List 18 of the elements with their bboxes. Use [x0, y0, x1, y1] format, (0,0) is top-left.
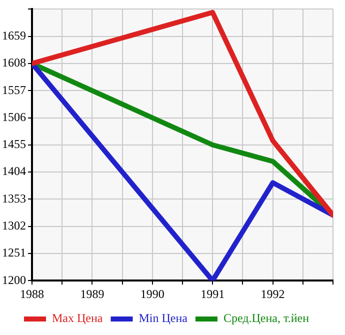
- y-tick-label: 1506: [2, 110, 26, 124]
- y-tick-label: 1557: [2, 82, 26, 97]
- y-tick-label: 1251: [2, 246, 26, 260]
- legend-label: Сред.Цена, т.йен: [223, 311, 310, 326]
- x-tick-label: 1989: [80, 286, 104, 301]
- y-tick-label: 1302: [2, 218, 26, 232]
- legend-label: Min Цена: [138, 311, 188, 326]
- y-tick-label: 1608: [2, 56, 26, 70]
- y-tick-label: 1200: [2, 272, 26, 287]
- y-tick-label: 1455: [2, 137, 26, 152]
- y-tick-label: 1353: [2, 191, 26, 206]
- legend-label: Max Цена: [52, 311, 104, 326]
- y-tick-label: 1659: [2, 28, 26, 42]
- x-tick-label: 1990: [140, 286, 164, 301]
- x-tick-label: 1992: [260, 286, 285, 301]
- y-tick-label: 1404: [2, 164, 26, 178]
- x-tick-label: 1988: [20, 286, 44, 301]
- x-tick-label: 1991: [200, 286, 225, 301]
